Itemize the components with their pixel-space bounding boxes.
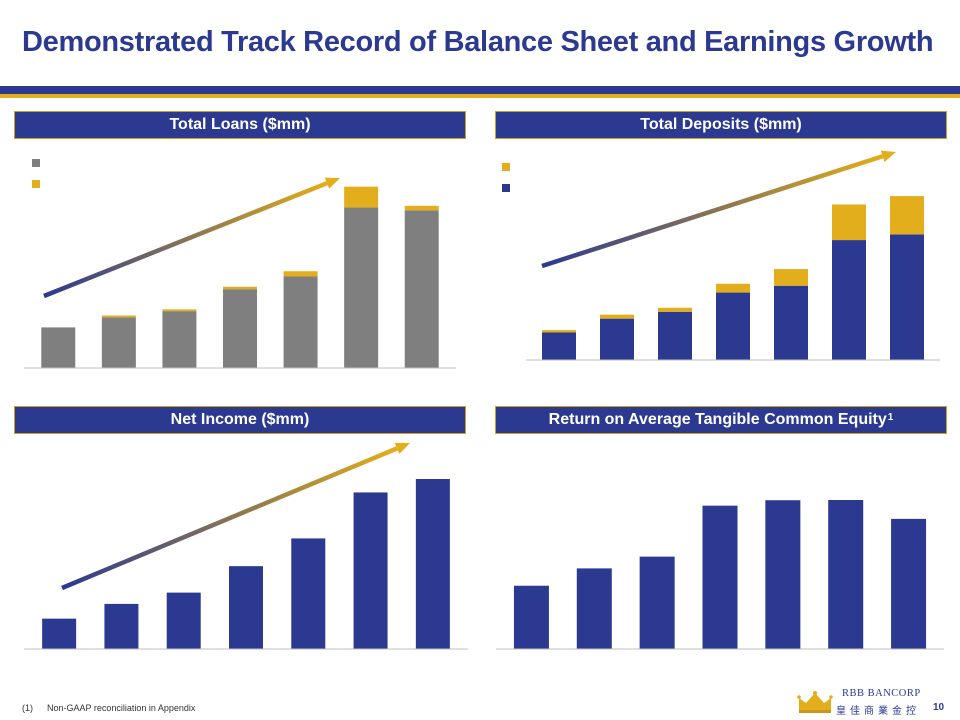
bar-net-income-2013	[42, 618, 77, 649]
bar-mortgage-loans-held-for-sale-2018	[344, 186, 379, 208]
loans-chart-banner: Total Loans ($mm)	[14, 111, 466, 139]
cagr-trend-arrow	[541, 154, 884, 269]
bar-interest-bearing-deposits-2019	[890, 234, 924, 360]
bar-mortgage-loans-held-for-sale-2019	[404, 205, 439, 211]
crown-icon	[797, 691, 833, 713]
logo-name: RBB BANCORP	[842, 688, 921, 699]
bar-interest-bearing-deposits-2016	[716, 292, 750, 360]
bar-interest-bearing-deposits-2018	[832, 240, 866, 360]
bar-net-income-2019	[415, 479, 450, 649]
bar-roatce-2015	[639, 556, 675, 649]
footnote-text: Non-GAAP reconciliation in Appendix	[47, 703, 196, 713]
legend-swatch	[502, 184, 510, 192]
bar-mortgage-loans-held-for-sale-2017	[283, 271, 318, 277]
net-income-chart	[24, 442, 468, 650]
legend-swatch	[32, 159, 40, 167]
bar-loans-held-for-investment-2018	[344, 207, 379, 368]
deposits-chart-title: Total Deposits ($mm)	[640, 116, 802, 133]
bar-roatce-2017	[765, 500, 801, 649]
bar-roatce-2019	[891, 518, 927, 649]
bar-mortgage-loans-held-for-sale-2014	[101, 315, 136, 318]
bar-noninterest-bearing-deposits-2016	[716, 283, 750, 293]
net-income-chart-banner: Net Income ($mm)	[14, 406, 466, 434]
rotce-chart-banner: Return on Average Tangible Common Equity…	[495, 406, 947, 434]
bar-roatce-2018	[828, 500, 864, 649]
cagr-arrow-head	[324, 177, 340, 189]
deposits-chart	[502, 150, 940, 361]
bar-noninterest-bearing-deposits-2019	[890, 196, 924, 235]
net-income-chart-title: Net Income ($mm)	[170, 411, 310, 428]
bar-loans-held-for-investment-2019	[404, 210, 439, 368]
title-rule-blue	[0, 86, 960, 94]
rotce-chart-title: Return on Average Tangible Common Equity	[548, 411, 887, 428]
bar-mortgage-loans-held-for-sale-2015	[162, 309, 197, 312]
loans-chart-title: Total Loans ($mm)	[169, 116, 311, 133]
bar-net-income-2017	[291, 538, 326, 649]
rotce-footnote-marker: 1	[887, 411, 894, 423]
bar-noninterest-bearing-deposits-2018	[832, 204, 866, 241]
bar-interest-bearing-deposits-2017	[774, 285, 808, 360]
bar-noninterest-bearing-deposits-2014	[600, 314, 634, 319]
legend-swatch	[502, 163, 510, 171]
rotce-chart	[496, 500, 944, 650]
bar-loans-held-for-investment-2016	[223, 289, 257, 368]
company-logo: RBB BANCORP 皇佳商業金控	[796, 688, 926, 717]
page-number: 10	[933, 702, 945, 713]
bar-net-income-2014	[104, 603, 139, 649]
bar-net-income-2018	[353, 492, 388, 649]
cagr-arrow-head	[880, 150, 896, 163]
bar-roatce-2013	[513, 585, 549, 649]
bar-loans-held-for-investment-2013	[41, 327, 76, 368]
bar-interest-bearing-deposits-2014	[600, 318, 634, 360]
deposits-chart-banner: Total Deposits ($mm)	[495, 111, 947, 139]
bar-net-income-2015	[166, 592, 201, 649]
bar-interest-bearing-deposits-2015	[658, 311, 692, 360]
page-title: Demonstrated Track Record of Balance She…	[22, 26, 934, 58]
bar-loans-held-for-investment-2017	[283, 276, 318, 368]
logo-subtitle: 皇佳商業金控	[836, 706, 920, 717]
bar-roatce-2014	[576, 568, 612, 649]
bar-noninterest-bearing-deposits-2015	[658, 307, 692, 312]
legend-swatch	[32, 180, 40, 188]
footnote-marker: (1)	[22, 703, 33, 713]
bar-net-income-2016	[229, 566, 263, 649]
bar-loans-held-for-investment-2015	[162, 311, 197, 368]
bar-noninterest-bearing-deposits-2013	[542, 330, 576, 333]
bar-interest-bearing-deposits-2013	[542, 332, 576, 360]
bar-roatce-2016	[702, 505, 738, 649]
cagr-trend-arrow	[43, 181, 328, 299]
loans-chart	[24, 159, 456, 369]
cagr-arrow-head	[394, 442, 410, 454]
cagr-trend-arrow	[61, 446, 398, 591]
bar-noninterest-bearing-deposits-2017	[774, 269, 808, 286]
footnote: (1) Non-GAAP reconciliation in Appendix	[22, 703, 209, 713]
bar-loans-held-for-investment-2014	[101, 317, 136, 368]
bar-mortgage-loans-held-for-sale-2016	[223, 286, 257, 290]
title-rule-gold	[0, 94, 960, 98]
